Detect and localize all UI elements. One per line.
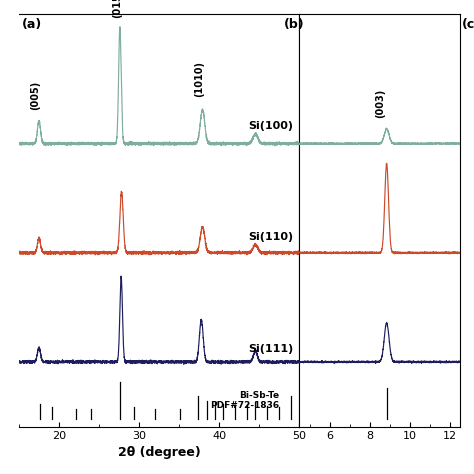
- Text: (003): (003): [374, 89, 384, 118]
- Text: Si(111): Si(111): [248, 344, 293, 354]
- Text: Si(100): Si(100): [248, 121, 293, 131]
- X-axis label: 2θ (degree): 2θ (degree): [118, 446, 201, 459]
- Text: (b): (b): [283, 18, 304, 31]
- Text: (005): (005): [30, 81, 40, 109]
- Text: Bi-Sb-Te
PDF#72-1836: Bi-Sb-Te PDF#72-1836: [210, 391, 280, 410]
- Text: Si(110): Si(110): [248, 232, 293, 242]
- Text: (1010): (1010): [194, 61, 204, 97]
- Text: (015): (015): [112, 0, 122, 18]
- Text: (c): (c): [461, 18, 474, 31]
- Text: (a): (a): [22, 18, 42, 31]
